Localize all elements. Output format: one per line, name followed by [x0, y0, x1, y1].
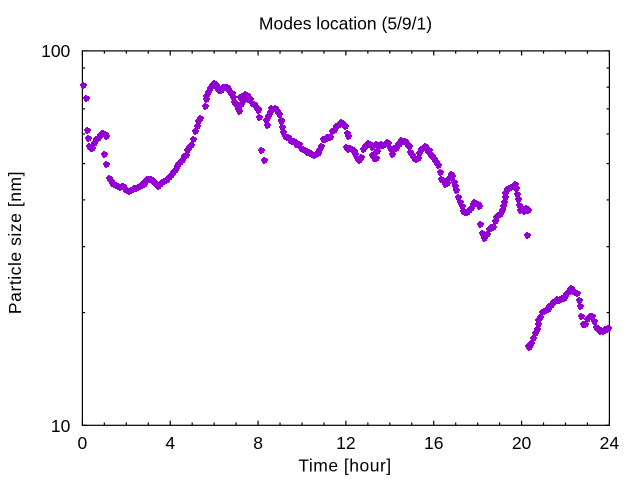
svg-text:24: 24 [600, 433, 620, 453]
svg-text:Time [hour]: Time [hour] [298, 456, 391, 476]
svg-text:12: 12 [336, 433, 355, 453]
svg-text:Modes location (5/9/1): Modes location (5/9/1) [259, 14, 432, 34]
svg-text:100: 100 [36, 41, 70, 61]
svg-text:20: 20 [512, 433, 532, 453]
svg-text:4: 4 [165, 433, 175, 453]
svg-text:10: 10 [46, 416, 71, 436]
svg-text:16: 16 [424, 433, 443, 453]
svg-text:8: 8 [253, 433, 263, 453]
svg-text:0: 0 [78, 433, 88, 453]
svg-text:Particle size [nm]: Particle size [nm] [5, 171, 25, 314]
